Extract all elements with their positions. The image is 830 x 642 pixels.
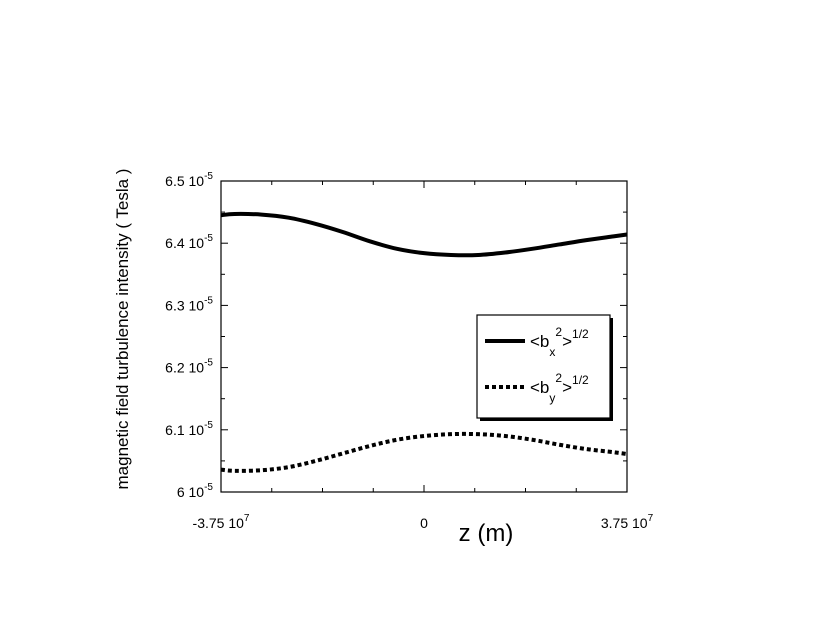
series-bx-line — [220, 211, 628, 258]
legend-box — [476, 314, 611, 419]
y-tick-label: 6.3 10-5 — [165, 295, 213, 313]
y-tick-label: 6.5 10-5 — [165, 171, 213, 189]
x-tick-label: 3.75 107 — [601, 513, 654, 531]
x-tick-label: 0 — [420, 515, 428, 531]
legend: <bx2>1/2 <by2>1/2 — [476, 314, 613, 421]
series-lines — [220, 211, 628, 473]
y-axis-label: magnetic field turbulence intensity ( Te… — [113, 169, 132, 490]
legend-label-by: <by2>1/2 — [530, 371, 589, 405]
legend-label-bx: <bx2>1/2 — [530, 325, 589, 359]
y-tick-label: 6.1 10-5 — [165, 420, 213, 438]
x-axis-label: z (m) — [459, 520, 514, 547]
axes: 6 10-5 6.1 10-5 6.2 10-5 6.3 10-5 6.4 10-5 6.… — [165, 171, 653, 531]
y-tick-label: 6.4 10-5 — [165, 233, 213, 251]
y-tick-label: 6 10-5 — [177, 482, 214, 500]
y-tick-label: 6.2 10-5 — [165, 358, 213, 376]
x-tick-label: -3.75 107 — [193, 513, 250, 531]
series-by-line — [220, 431, 628, 473]
